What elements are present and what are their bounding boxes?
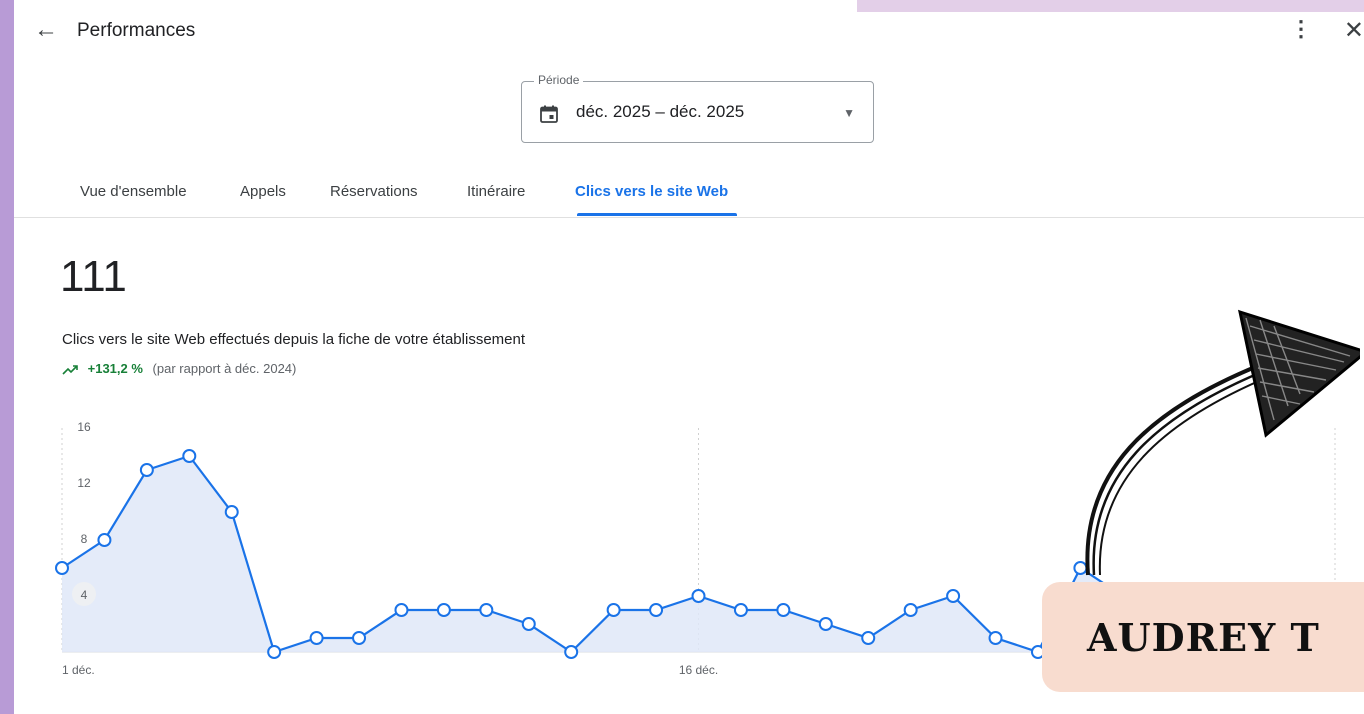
data-point-12: [521, 617, 536, 631]
data-point-10: [436, 603, 451, 617]
tab-itinerary[interactable]: Itinéraire: [467, 183, 526, 200]
hand-drawn-arrow-icon: [1085, 309, 1360, 576]
tab-reservations[interactable]: Réservations: [330, 183, 418, 200]
y-tick-label-16: 16: [77, 420, 91, 434]
data-point-4: [182, 449, 197, 463]
metric-description: Clics vers le site Web effectués depuis …: [62, 331, 526, 348]
back-arrow-icon[interactable]: ←: [34, 16, 58, 43]
data-point-23: [988, 631, 1003, 645]
y-tick-label-12: 12: [77, 476, 91, 490]
chevron-down-icon: ▼: [843, 106, 855, 120]
data-point-16: [691, 589, 706, 603]
banner-text: AUDREY T: [1087, 615, 1320, 660]
data-point-5: [224, 505, 239, 519]
x-tick-label-1: 16 déc.: [679, 663, 718, 677]
metric-trend: +131,2 % (par rapport à déc. 2024): [62, 361, 296, 376]
tab-calls[interactable]: Appels: [240, 183, 286, 200]
top-decor-band: [857, 0, 1364, 12]
data-point-17: [733, 603, 748, 617]
metric-comparison: (par rapport à déc. 2024): [152, 361, 297, 376]
data-point-3: [139, 463, 154, 477]
tab-website-clicks[interactable]: Clics vers le site Web: [575, 183, 729, 200]
data-point-11: [479, 603, 494, 617]
data-point-13: [564, 645, 579, 659]
calendar-icon: [540, 105, 558, 123]
data-point-6: [267, 645, 282, 659]
period-value: déc. 2025 – déc. 2025: [576, 102, 745, 121]
data-point-15: [649, 603, 664, 617]
tab-overview[interactable]: Vue d'ensemble: [80, 183, 187, 200]
metric-change: +131,2 %: [87, 361, 143, 376]
data-point-14: [606, 603, 621, 617]
data-point-22: [946, 589, 961, 603]
data-point-7: [309, 631, 324, 645]
more-vert-icon[interactable]: ⋮: [1290, 16, 1312, 41]
tab-bar: Vue d'ensemble Appels Réservations Itiné…: [14, 175, 1364, 218]
left-border-strip: [0, 0, 14, 714]
data-point-9: [394, 603, 409, 617]
y-tick-label-4: 4: [81, 588, 88, 602]
metric-value: 111: [60, 252, 127, 301]
header: ← Performances ⋮ ✕: [14, 0, 1364, 62]
data-point-20: [861, 631, 876, 645]
data-point-19: [818, 617, 833, 631]
period-label: Période: [534, 73, 584, 87]
page-title: Performances: [77, 20, 196, 41]
active-tab-indicator: [577, 213, 737, 216]
close-icon[interactable]: ✕: [1343, 17, 1364, 44]
data-point-18: [776, 603, 791, 617]
period-select[interactable]: Période déc. 2025 – déc. 2025 ▼: [521, 73, 874, 143]
x-tick-label-0: 1 déc.: [62, 663, 95, 677]
y-tick-label-8: 8: [81, 532, 88, 546]
data-point-1: [55, 561, 69, 575]
watermark-banner: AUDREY T: [1042, 582, 1364, 692]
data-point-21: [903, 603, 918, 617]
y-tick-bubble: [72, 582, 96, 606]
data-point-2: [97, 533, 112, 547]
data-point-8: [352, 631, 367, 645]
trending-up-icon: [62, 364, 78, 375]
